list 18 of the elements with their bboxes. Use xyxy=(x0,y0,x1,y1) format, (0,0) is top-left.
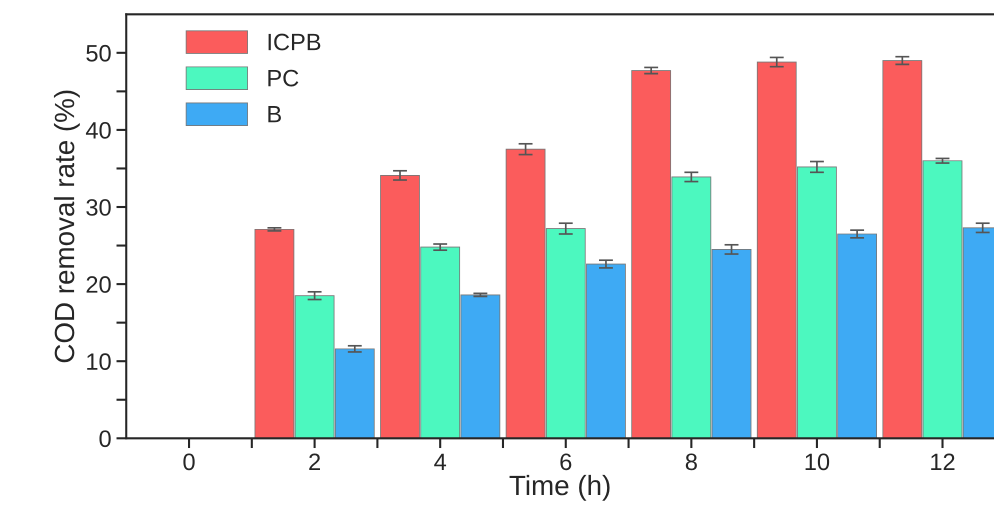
x-tick-label: 4 xyxy=(434,454,446,470)
x-axis-title: Time (h) xyxy=(510,474,610,501)
y-tick-label: 50 xyxy=(86,44,111,62)
y-tick-label: 10 xyxy=(87,353,111,370)
x-tick-label: 8 xyxy=(686,454,697,470)
y-tick-label: 0 xyxy=(99,430,111,448)
y-tick-label: 30 xyxy=(86,199,111,216)
x-tick-label: 10 xyxy=(806,454,830,470)
x-tick-label: 2 xyxy=(309,454,320,470)
y-tick-label: 20 xyxy=(86,276,111,293)
x-tick-label: 0 xyxy=(183,454,195,470)
x-tick-label: 12 xyxy=(931,454,954,470)
x-tick-label: 6 xyxy=(560,454,572,470)
legend-label: ICPB xyxy=(268,34,320,50)
legend-label: PC xyxy=(268,70,298,86)
y-tick-label: 40 xyxy=(86,122,111,139)
y-axis-title: COD removal rate (%) xyxy=(54,90,80,362)
legend-label: B xyxy=(268,106,281,122)
